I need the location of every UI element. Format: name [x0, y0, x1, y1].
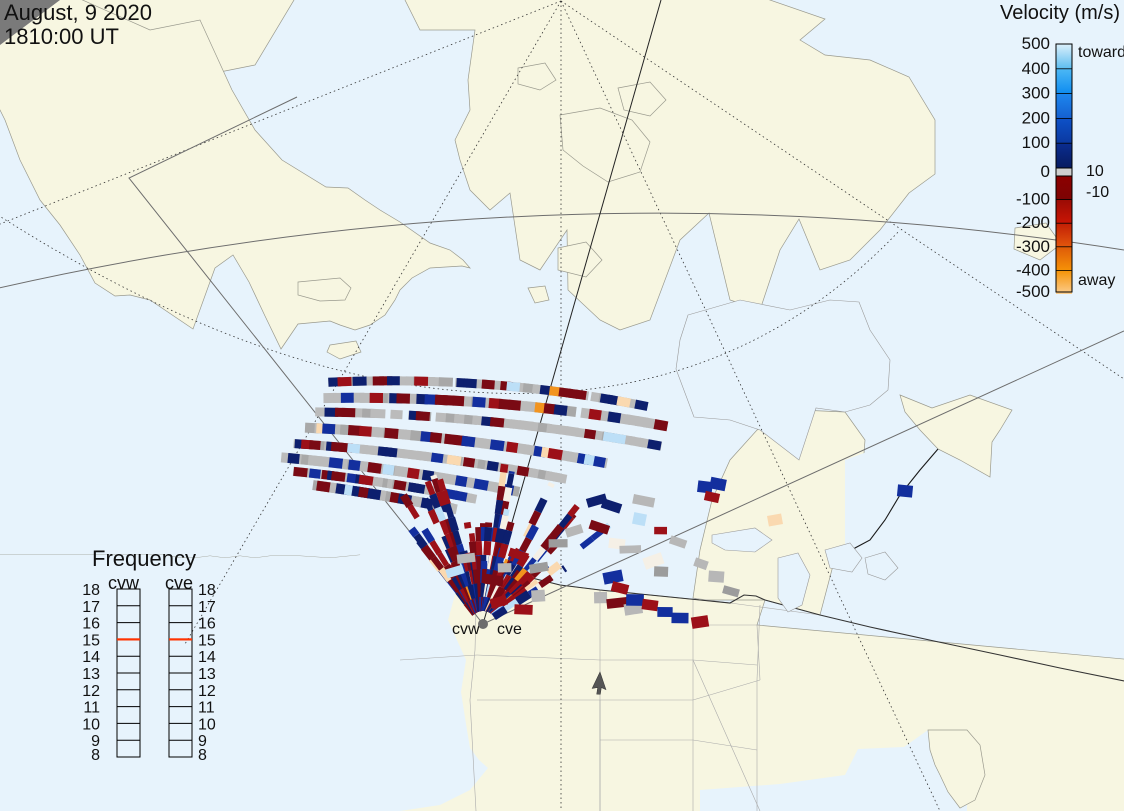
- svg-text:away: away: [1078, 272, 1115, 289]
- svg-text:15: 15: [198, 632, 216, 649]
- svg-text:500: 500: [1022, 34, 1050, 53]
- svg-text:17: 17: [82, 599, 100, 616]
- svg-text:-400: -400: [1016, 260, 1050, 279]
- svg-text:-200: -200: [1016, 213, 1050, 232]
- svg-text:200: 200: [1022, 108, 1050, 127]
- svg-text:10: 10: [82, 716, 100, 733]
- svg-text:16: 16: [82, 616, 100, 633]
- svg-text:toward: toward: [1078, 44, 1124, 61]
- svg-text:13: 13: [82, 666, 100, 683]
- svg-text:16: 16: [198, 616, 216, 633]
- svg-text:14: 14: [198, 649, 216, 666]
- svg-text:100: 100: [1022, 133, 1050, 152]
- svg-text:8: 8: [91, 747, 100, 764]
- svg-text:11: 11: [83, 700, 100, 717]
- svg-text:10: 10: [1086, 163, 1104, 180]
- svg-text:13: 13: [198, 666, 216, 683]
- svg-text:1810:00 UT: 1810:00 UT: [4, 24, 119, 49]
- svg-text:300: 300: [1022, 84, 1050, 103]
- svg-text:Velocity (m/s): Velocity (m/s): [1000, 2, 1120, 24]
- svg-text:-500: -500: [1016, 282, 1050, 301]
- svg-text:400: 400: [1022, 59, 1050, 78]
- svg-text:12: 12: [198, 683, 216, 700]
- svg-text:-10: -10: [1086, 184, 1109, 201]
- svg-text:-300: -300: [1016, 237, 1050, 256]
- svg-text:11: 11: [198, 700, 215, 717]
- svg-text:-100: -100: [1016, 190, 1050, 209]
- svg-text:15: 15: [82, 632, 100, 649]
- svg-text:10: 10: [198, 716, 216, 733]
- svg-text:August, 9 2020: August, 9 2020: [4, 0, 152, 25]
- svg-text:Frequency: Frequency: [92, 546, 196, 571]
- svg-text:8: 8: [198, 747, 207, 764]
- svg-text:12: 12: [82, 683, 100, 700]
- svg-text:18: 18: [198, 582, 216, 599]
- svg-text:14: 14: [82, 649, 100, 666]
- svg-text:18: 18: [82, 582, 100, 599]
- svg-text:17: 17: [198, 599, 216, 616]
- svg-text:cvw: cvw: [108, 573, 140, 593]
- svg-text:0: 0: [1041, 162, 1050, 181]
- svg-text:cvw: cvw: [452, 621, 480, 638]
- svg-text:cve: cve: [497, 621, 522, 638]
